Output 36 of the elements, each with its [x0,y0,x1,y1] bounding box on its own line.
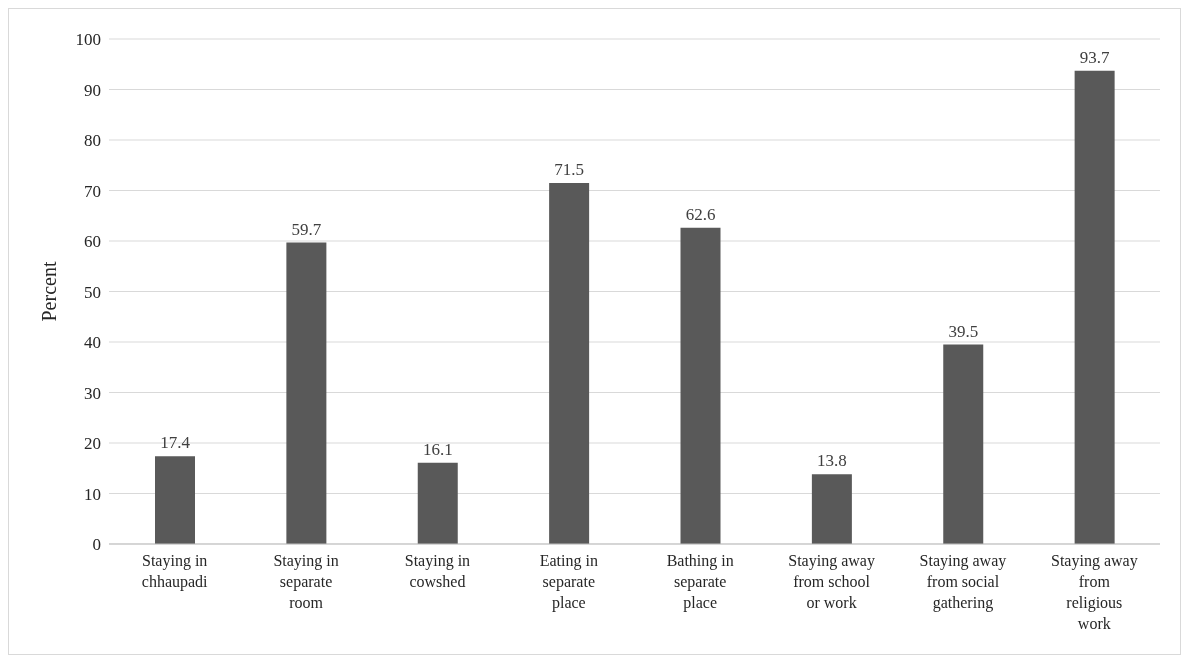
x-tick-label: Staying away from school or work [788,552,875,611]
y-tick-label: 70 [84,181,101,201]
data-label: 17.4 [160,433,191,453]
y-tick-label: 50 [84,282,101,302]
data-label: 13.8 [817,451,847,471]
x-tick-label: Staying in cowshed [404,552,471,590]
x-tick-label: Staying away from social gathering [919,552,1007,612]
y-tick-label: 0 [92,535,101,555]
bar [286,242,327,544]
bar [1074,70,1115,544]
y-tick-label: 30 [84,383,101,403]
data-label: 39.5 [948,321,979,341]
bar [943,344,984,544]
x-tick-label: Eating in separate place [539,552,598,612]
data-label: 93.7 [1079,47,1110,67]
data-label: 59.7 [291,219,322,239]
bar [155,456,195,544]
y-tick-label: 60 [84,232,101,252]
data-label: 16.1 [422,439,453,459]
y-tick-label: 90 [84,80,101,100]
y-axis-title: Percent [38,261,61,322]
x-tick-label: Staying away from religious work [1050,552,1138,632]
y-tick-label: 20 [84,434,101,454]
bar [680,227,721,544]
y-tick-label: 80 [84,131,101,151]
bar [549,182,590,544]
data-label: 62.6 [685,204,716,224]
x-tick-label: Bathing in separate place [666,552,734,612]
x-tick-label: Staying in separate room [273,552,339,611]
bar [417,462,458,544]
y-tick-label: 40 [84,333,101,353]
x-tick-label: Staying in chhaupadi [141,552,209,591]
bar [811,474,852,544]
y-tick-label: 100 [75,30,101,50]
y-tick-label: 10 [84,484,101,504]
data-label: 71.5 [554,159,584,179]
